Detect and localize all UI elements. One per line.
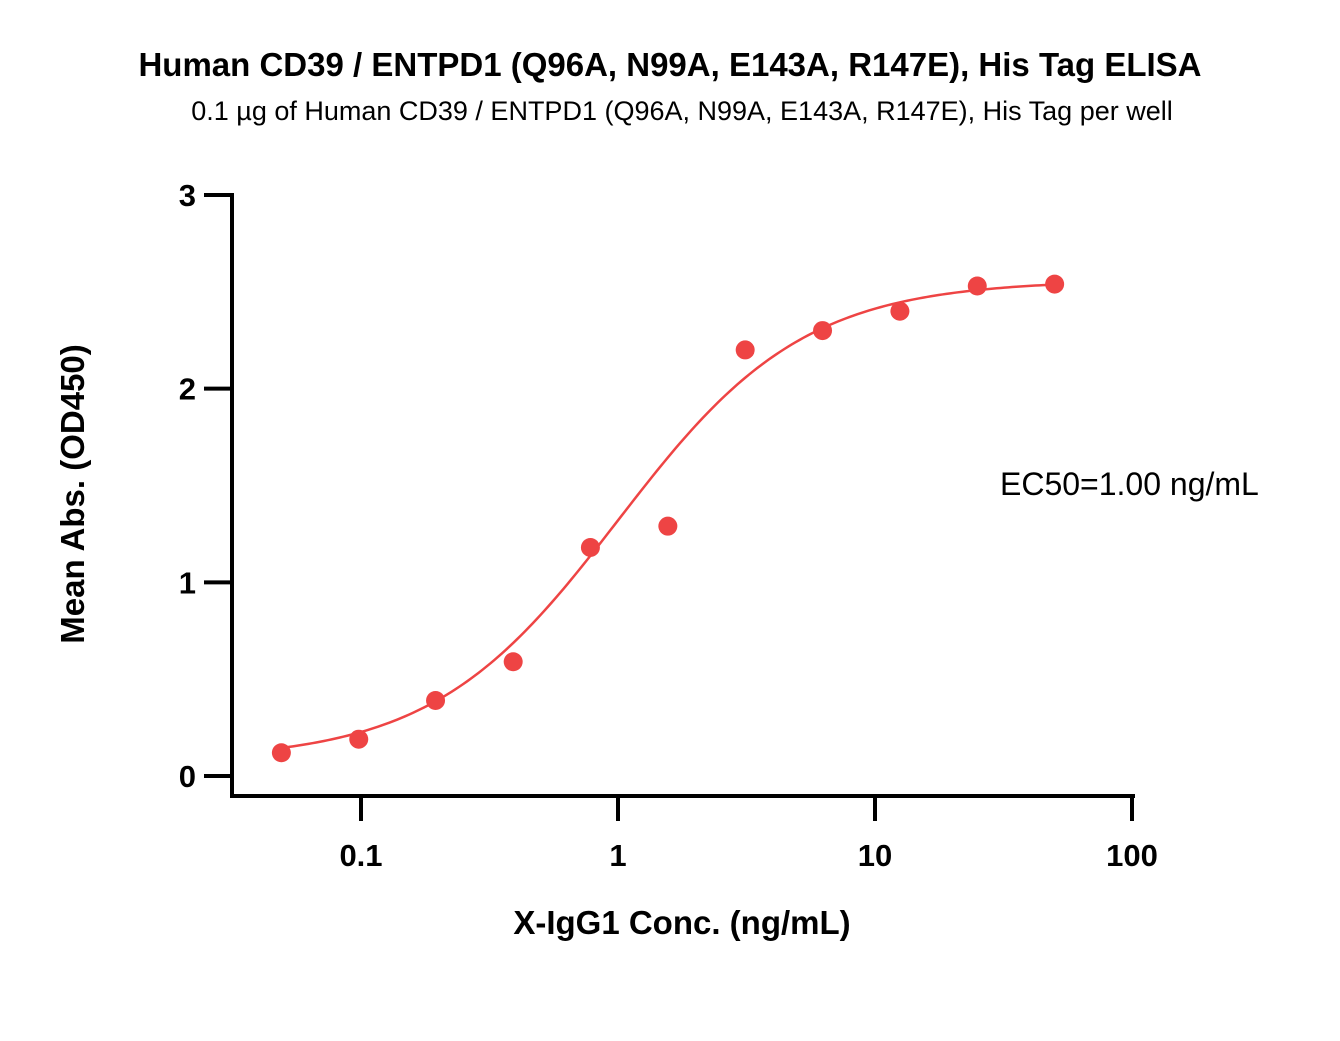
data-point — [580, 537, 600, 557]
data-point — [426, 690, 446, 710]
data-point — [503, 652, 523, 672]
y-tick-label: 3 — [179, 178, 196, 213]
data-points-layer — [271, 274, 1065, 763]
x-tick-label: 0.1 — [339, 838, 382, 873]
chart-subtitle: 0.1 µg of Human CD39 / ENTPD1 (Q96A, N99… — [191, 96, 1173, 126]
x-tick-label: 100 — [1106, 838, 1158, 873]
x-tick-label: 1 — [609, 838, 626, 873]
y-tick-label: 2 — [179, 372, 196, 407]
data-point — [890, 301, 910, 321]
ec50-annotation: EC50=1.00 ng/mL — [1000, 466, 1259, 502]
data-point — [967, 276, 987, 296]
y-tick-label: 0 — [179, 759, 196, 794]
fit-curve-layer — [281, 283, 1055, 750]
fit-curve — [281, 283, 1055, 750]
chart-title: Human CD39 / ENTPD1 (Q96A, N99A, E143A, … — [138, 46, 1202, 83]
y-tick-label: 1 — [179, 565, 196, 600]
data-point — [735, 340, 755, 360]
data-point — [271, 743, 291, 763]
chart-axes: 0 1 2 3 0.1 1 10 100 — [179, 178, 1158, 873]
data-point — [349, 729, 369, 749]
x-axis-label: X-IgG1 Conc. (ng/mL) — [513, 904, 850, 941]
data-point — [658, 516, 678, 536]
x-tick-label: 10 — [858, 838, 892, 873]
data-point — [1045, 274, 1065, 294]
data-point — [813, 321, 833, 341]
y-axis-label: Mean Abs. (OD450) — [54, 344, 91, 644]
